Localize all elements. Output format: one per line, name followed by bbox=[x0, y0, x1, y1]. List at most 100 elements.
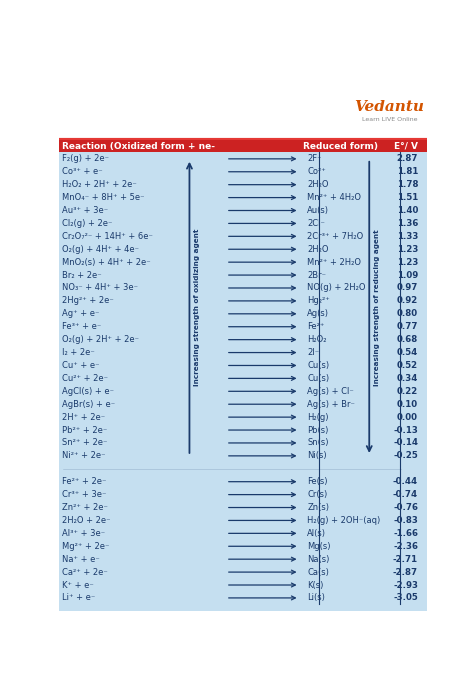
Text: 2F⁻: 2F⁻ bbox=[307, 154, 322, 163]
Text: Mg²⁺ + 2e⁻: Mg²⁺ + 2e⁻ bbox=[63, 542, 109, 551]
Text: Sn(s): Sn(s) bbox=[307, 438, 329, 447]
Text: Zn²⁺ + 2e⁻: Zn²⁺ + 2e⁻ bbox=[63, 503, 108, 512]
Text: -2.93: -2.93 bbox=[393, 580, 418, 589]
Text: Zn(s): Zn(s) bbox=[307, 503, 329, 512]
Text: -0.83: -0.83 bbox=[393, 516, 418, 525]
Text: 0.22: 0.22 bbox=[397, 387, 418, 396]
Text: Cr₂O₇²⁻ + 14H⁺ + 6e⁻: Cr₂O₇²⁻ + 14H⁺ + 6e⁻ bbox=[63, 232, 153, 241]
Text: F₂(g) + 2e⁻: F₂(g) + 2e⁻ bbox=[63, 154, 109, 163]
Text: Cu²⁺ + 2e⁻: Cu²⁺ + 2e⁻ bbox=[63, 374, 109, 383]
Text: Ag(s) + Br⁻: Ag(s) + Br⁻ bbox=[307, 400, 355, 409]
Text: Au(s): Au(s) bbox=[307, 206, 329, 215]
Text: -0.76: -0.76 bbox=[393, 503, 418, 512]
Text: MnO₄⁻ + 8H⁺ + 5e⁻: MnO₄⁻ + 8H⁺ + 5e⁻ bbox=[63, 193, 145, 202]
Text: 1.40: 1.40 bbox=[397, 206, 418, 215]
Text: 2Hg²⁺ + 2e⁻: 2Hg²⁺ + 2e⁻ bbox=[63, 296, 114, 305]
Text: Fe²⁺ + 2e⁻: Fe²⁺ + 2e⁻ bbox=[63, 477, 107, 486]
Text: 2.87: 2.87 bbox=[397, 154, 418, 163]
Text: O₂(g) + 2H⁺ + 2e⁻: O₂(g) + 2H⁺ + 2e⁻ bbox=[63, 335, 139, 344]
Text: 1.51: 1.51 bbox=[397, 193, 418, 202]
Text: 1.81: 1.81 bbox=[397, 167, 418, 176]
Text: 1.78: 1.78 bbox=[397, 180, 418, 189]
Text: Fe³⁺ + e⁻: Fe³⁺ + e⁻ bbox=[63, 322, 101, 331]
Text: Mn²⁺ + 2H₂O: Mn²⁺ + 2H₂O bbox=[307, 258, 361, 267]
Text: Cr(s): Cr(s) bbox=[307, 490, 328, 499]
Text: Cu⁺ + e⁻: Cu⁺ + e⁻ bbox=[63, 361, 100, 370]
Text: -0.14: -0.14 bbox=[393, 438, 418, 447]
Text: 0.54: 0.54 bbox=[397, 348, 418, 357]
Text: Mg(s): Mg(s) bbox=[307, 542, 331, 551]
Text: 1.36: 1.36 bbox=[397, 219, 418, 228]
Text: Na⁺ + e⁻: Na⁺ + e⁻ bbox=[63, 555, 100, 564]
Text: Co³⁺ + e⁻: Co³⁺ + e⁻ bbox=[63, 167, 103, 176]
Text: Pb(s): Pb(s) bbox=[307, 425, 328, 434]
Text: -0.25: -0.25 bbox=[393, 451, 418, 460]
Bar bbox=[59, 140, 427, 611]
Text: Na(s): Na(s) bbox=[307, 555, 329, 564]
Text: Increasing strength of reducing agent: Increasing strength of reducing agent bbox=[374, 229, 380, 386]
Text: -3.05: -3.05 bbox=[393, 593, 418, 602]
Text: Al³⁺ + 3e⁻: Al³⁺ + 3e⁻ bbox=[63, 529, 106, 538]
Text: Cu(s): Cu(s) bbox=[307, 361, 329, 370]
Text: Ca(s): Ca(s) bbox=[307, 567, 329, 577]
Text: 1.09: 1.09 bbox=[397, 270, 418, 280]
Text: Cr³⁺ + 3e⁻: Cr³⁺ + 3e⁻ bbox=[63, 490, 107, 499]
Text: 2H₂O: 2H₂O bbox=[307, 180, 329, 189]
Text: 2I⁻: 2I⁻ bbox=[307, 348, 319, 357]
Text: H₂(g): H₂(g) bbox=[307, 412, 329, 422]
Text: O₂(g) + 4H⁺ + 4e⁻: O₂(g) + 4H⁺ + 4e⁻ bbox=[63, 245, 139, 254]
Text: 2H₂O: 2H₂O bbox=[307, 245, 329, 254]
Text: -1.66: -1.66 bbox=[393, 529, 418, 538]
Text: Vedantu: Vedantu bbox=[355, 100, 424, 114]
Text: 0.10: 0.10 bbox=[397, 400, 418, 409]
Text: Fe²⁺: Fe²⁺ bbox=[307, 322, 325, 331]
Text: 2H⁺ + 2e⁻: 2H⁺ + 2e⁻ bbox=[63, 412, 106, 422]
Text: 2Cl⁻: 2Cl⁻ bbox=[307, 219, 325, 228]
Text: Increasing strength of oxidizing agent: Increasing strength of oxidizing agent bbox=[194, 228, 200, 386]
Text: Ca²⁺ + 2e⁻: Ca²⁺ + 2e⁻ bbox=[63, 567, 108, 577]
Text: Br₂ + 2e⁻: Br₂ + 2e⁻ bbox=[63, 270, 102, 280]
Text: 0.80: 0.80 bbox=[397, 309, 418, 318]
Text: H₂O₂: H₂O₂ bbox=[307, 335, 327, 344]
Bar bbox=[59, 140, 427, 152]
Text: -0.74: -0.74 bbox=[393, 490, 418, 499]
Text: Ag(s): Ag(s) bbox=[307, 309, 329, 318]
Text: 0.68: 0.68 bbox=[397, 335, 418, 344]
Text: 2Br⁻: 2Br⁻ bbox=[307, 270, 326, 280]
Text: E°/ V: E°/ V bbox=[394, 142, 418, 151]
Text: K(s): K(s) bbox=[307, 580, 324, 589]
Text: 2H₂O + 2e⁻: 2H₂O + 2e⁻ bbox=[63, 516, 111, 525]
Text: I₂ + 2e⁻: I₂ + 2e⁻ bbox=[63, 348, 95, 357]
Text: Al(s): Al(s) bbox=[307, 529, 326, 538]
Text: 1.23: 1.23 bbox=[397, 245, 418, 254]
Text: Ni²⁺ + 2e⁻: Ni²⁺ + 2e⁻ bbox=[63, 451, 106, 460]
Text: 0.34: 0.34 bbox=[397, 374, 418, 383]
Text: Cu(s): Cu(s) bbox=[307, 374, 329, 383]
Text: 0.92: 0.92 bbox=[397, 296, 418, 305]
Bar bbox=[59, 82, 427, 140]
Text: Reduced form): Reduced form) bbox=[303, 142, 378, 151]
Text: Co²⁺: Co²⁺ bbox=[307, 167, 326, 176]
Text: AgBr(s) + e⁻: AgBr(s) + e⁻ bbox=[63, 400, 116, 409]
Text: Au³⁺ + 3e⁻: Au³⁺ + 3e⁻ bbox=[63, 206, 109, 215]
Text: -0.13: -0.13 bbox=[393, 425, 418, 434]
Text: H₂O₂ + 2H⁺ + 2e⁻: H₂O₂ + 2H⁺ + 2e⁻ bbox=[63, 180, 137, 189]
Text: K⁺ + e⁻: K⁺ + e⁻ bbox=[63, 580, 94, 589]
Text: Cl₂(g) + 2e⁻: Cl₂(g) + 2e⁻ bbox=[63, 219, 113, 228]
Text: NO₃⁻ + 4H⁺ + 3e⁻: NO₃⁻ + 4H⁺ + 3e⁻ bbox=[63, 283, 138, 292]
Text: Ag(s) + Cl⁻: Ag(s) + Cl⁻ bbox=[307, 387, 354, 396]
Text: AgCl(s) + e⁻: AgCl(s) + e⁻ bbox=[63, 387, 114, 396]
Text: 2Cr³⁺ + 7H₂O: 2Cr³⁺ + 7H₂O bbox=[307, 232, 364, 241]
Text: Mn²⁺ + 4H₂O: Mn²⁺ + 4H₂O bbox=[307, 193, 361, 202]
Text: H₂(g) + 2OH⁻(aq): H₂(g) + 2OH⁻(aq) bbox=[307, 516, 381, 525]
Text: Li(s): Li(s) bbox=[307, 593, 325, 602]
Text: Ag⁺ + e⁻: Ag⁺ + e⁻ bbox=[63, 309, 100, 318]
Text: Sn²⁺ + 2e⁻: Sn²⁺ + 2e⁻ bbox=[63, 438, 108, 447]
Text: Li⁺ + e⁻: Li⁺ + e⁻ bbox=[63, 593, 96, 602]
Text: -2.36: -2.36 bbox=[393, 542, 418, 551]
Text: 0.77: 0.77 bbox=[397, 322, 418, 331]
Text: 0.52: 0.52 bbox=[397, 361, 418, 370]
Text: -2.71: -2.71 bbox=[393, 555, 418, 564]
Text: Ni(s): Ni(s) bbox=[307, 451, 327, 460]
Text: NO(g) + 2H₂O: NO(g) + 2H₂O bbox=[307, 283, 366, 292]
